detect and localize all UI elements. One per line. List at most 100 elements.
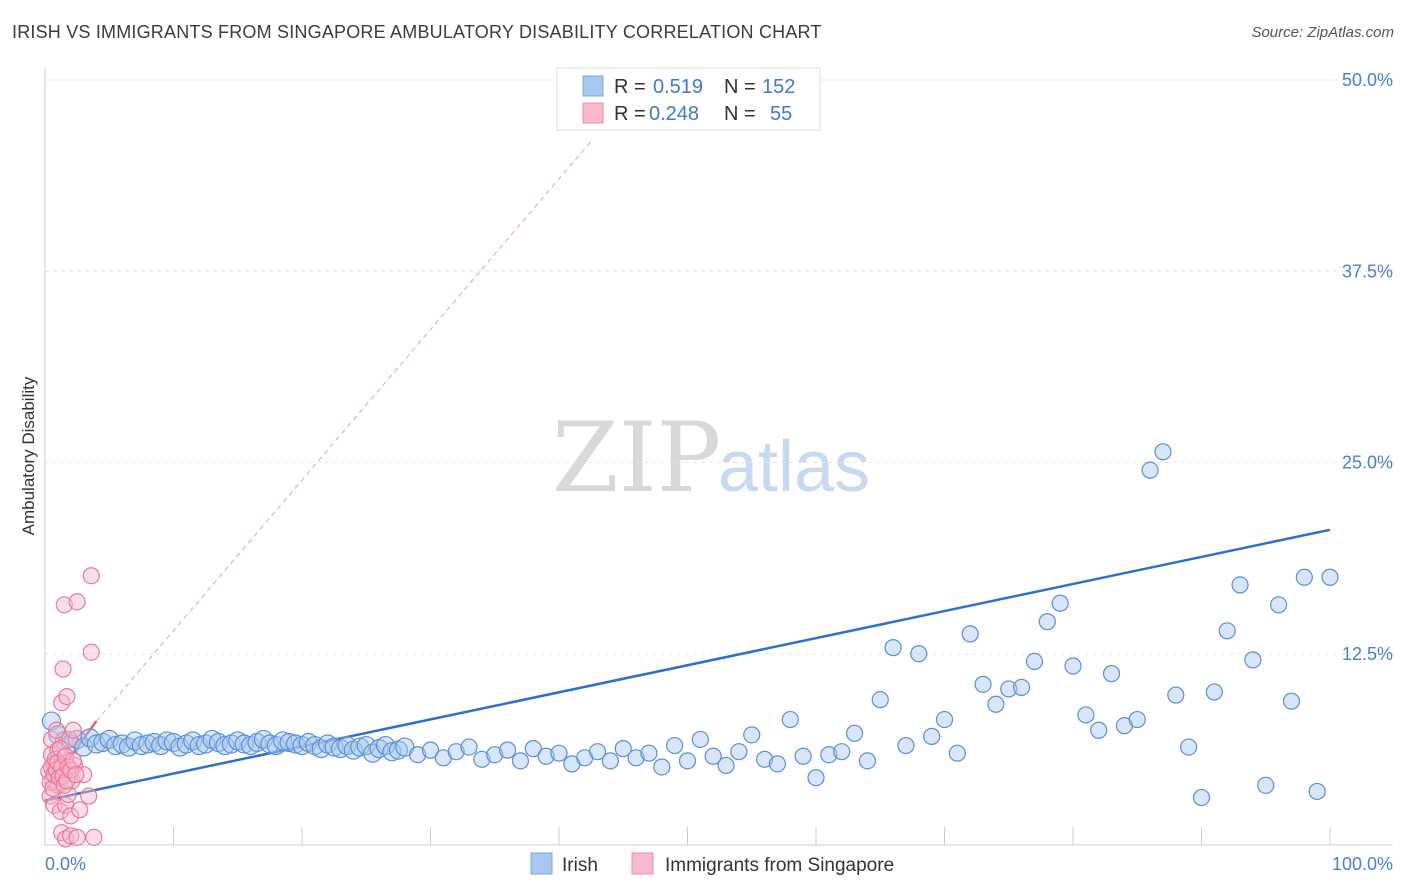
irish-point-67	[550, 744, 568, 762]
irish-point-112	[1128, 710, 1146, 729]
irish-point-7	[86, 734, 107, 754]
chart-title: IRISH VS IMMIGRANTS FROM SINGAPORE AMBUL…	[12, 22, 822, 42]
irish-point-122	[1257, 776, 1275, 794]
irish-point-96	[923, 727, 941, 745]
y-tick-label-37.5: 37.5%	[1342, 261, 1393, 281]
irish-point-127	[1321, 568, 1339, 586]
legend-box: R = 0.519 N = 152 R = 0.248 N = 55	[556, 67, 821, 131]
grid-lines	[45, 79, 1393, 655]
irish-point-64	[511, 752, 530, 770]
y-tick-label-12.5: 12.5%	[1342, 644, 1393, 664]
irish-point-126	[1308, 782, 1326, 801]
irish-point-53	[382, 742, 402, 762]
y-tick-labels: 12.5% 25.0% 37.5% 50.0%	[1342, 70, 1393, 664]
irish-point-102	[1000, 680, 1018, 698]
irish-point-65	[524, 740, 542, 758]
irish-point-97	[935, 710, 954, 729]
legend-r-label-irish: R =	[614, 76, 646, 98]
singapore-point-25	[62, 827, 80, 845]
irish-point-86	[794, 747, 812, 765]
irish-point-74	[640, 744, 658, 762]
singapore-point-3	[42, 730, 61, 749]
irish-point-98	[948, 744, 966, 762]
irish-point-119	[1218, 622, 1236, 640]
singapore-point-8	[47, 721, 66, 739]
bottom-legend-label-irish: Irish	[562, 855, 598, 876]
irish-point-75	[653, 758, 671, 776]
irish-point-105	[1038, 613, 1056, 631]
irish-point-60	[460, 738, 478, 756]
singapore-point-17	[55, 596, 73, 614]
irish-point-80	[717, 756, 735, 775]
irish-point-90	[845, 724, 864, 742]
y-tick-label-50: 50.0%	[1342, 70, 1393, 90]
singapore-point-33	[80, 787, 98, 805]
legend-n-value-singapore: 55	[770, 103, 792, 125]
irish-point-77	[678, 752, 697, 770]
irish-point-94	[897, 736, 915, 755]
source-label: Source: ZipAtlas.com	[1251, 24, 1394, 41]
singapore-trend-line	[43, 720, 98, 793]
irish-point-81	[730, 743, 748, 761]
legend-r-value-irish: 0.519	[653, 76, 703, 98]
irish-point-78	[691, 730, 709, 749]
irish-point-56	[409, 746, 427, 764]
singapore-point-53	[64, 752, 82, 770]
irish-point-103	[1012, 678, 1031, 697]
irish-points	[41, 443, 1339, 807]
irish-point-115	[1167, 686, 1185, 704]
singapore-point-54	[67, 766, 85, 784]
irish-point-117	[1192, 788, 1211, 807]
watermark-atlas: atlas	[718, 427, 870, 507]
singapore-trend-extension	[96, 140, 592, 722]
irish-point-104	[1025, 652, 1044, 671]
irish-point-66	[537, 747, 555, 765]
singapore-point-24	[62, 807, 80, 825]
irish-point-99	[961, 625, 979, 643]
irish-point-118	[1205, 683, 1223, 701]
irish-point-85	[781, 710, 799, 729]
irish-point-27	[215, 735, 235, 756]
irish-point-109	[1090, 721, 1108, 739]
legend-r-label-singapore: R =	[614, 103, 646, 125]
x-ticks	[173, 827, 1331, 845]
legend-swatch-irish	[582, 75, 604, 97]
irish-point-87	[807, 769, 825, 787]
irish-point-124	[1282, 692, 1301, 710]
irish-point-82	[743, 726, 761, 744]
irish-point-107	[1064, 657, 1082, 675]
irish-point-123	[1269, 596, 1288, 614]
irish-point-73	[627, 749, 645, 767]
irish-point-72	[614, 740, 632, 758]
irish-point-110	[1102, 665, 1121, 683]
legend-r-value-singapore: 0.248	[649, 103, 699, 125]
singapore-point-35	[82, 567, 100, 585]
irish-point-113	[1141, 461, 1159, 479]
irish-point-57	[421, 741, 440, 759]
irish-point-106	[1051, 594, 1069, 612]
irish-point-120	[1231, 576, 1249, 594]
bottom-legend: Irish Immigrants from Singapore	[530, 852, 894, 876]
irish-point-125	[1295, 568, 1313, 586]
singapore-points	[40, 567, 103, 848]
legend-n-label-singapore: N =	[724, 103, 756, 125]
singapore-point-21	[58, 687, 76, 706]
irish-point-121	[1244, 651, 1262, 669]
y-tick-label-25: 25.0%	[1342, 453, 1393, 473]
singapore-point-34	[82, 643, 100, 661]
irish-trend-line	[44, 528, 1331, 802]
irish-point-91	[858, 752, 877, 770]
irish-point-93	[884, 639, 902, 657]
legend-swatch-singapore	[582, 102, 604, 124]
singapore-point-16	[54, 660, 72, 678]
irish-point-88	[820, 746, 838, 764]
irish-point-62	[486, 746, 504, 764]
irish-point-84	[768, 755, 787, 773]
singapore-point-27	[64, 721, 82, 739]
irish-point-70	[588, 743, 607, 761]
irish-point-114	[1154, 443, 1172, 461]
irish-point-95	[910, 645, 928, 663]
irish-point-71	[601, 752, 620, 770]
bottom-legend-swatch-irish	[530, 852, 553, 875]
